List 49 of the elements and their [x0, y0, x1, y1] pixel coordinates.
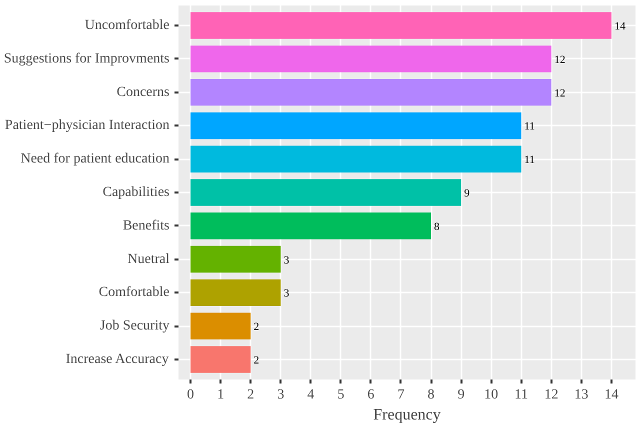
x-tick-label: 8 — [428, 388, 435, 402]
bar — [190, 78, 552, 106]
x-tick-label: 14 — [604, 388, 618, 402]
data-label: 2 — [254, 321, 260, 334]
data-label: 8 — [434, 220, 440, 233]
y-tick-label: Nuetral — [128, 252, 170, 267]
bar — [190, 46, 552, 72]
y-tick-label: Concerns — [116, 84, 170, 100]
data-label: 9 — [464, 188, 470, 200]
x-tick-label: 0 — [187, 388, 194, 402]
x-tick-label: 6 — [367, 388, 374, 402]
x-tick-label: 4 — [307, 388, 314, 402]
y-tick-label: Benefits — [122, 218, 170, 234]
y-tick-label: Patient−physician Interaction — [4, 118, 170, 134]
data-label: 3 — [284, 254, 290, 266]
x-tick-label: 1 — [217, 388, 224, 402]
x-tick-label: 13 — [574, 388, 588, 402]
data-label: 3 — [284, 288, 290, 300]
bar — [190, 12, 612, 39]
data-label: 14 — [614, 20, 626, 33]
bar — [190, 179, 462, 206]
y-tick-label: Comfortable — [98, 285, 170, 300]
y-tick-label: Increase Accuracy — [66, 352, 169, 367]
bar — [190, 112, 522, 140]
y-tick-label: Uncomfortable — [84, 18, 170, 34]
x-tick-label: 2 — [247, 388, 254, 402]
x-tick-label: 3 — [277, 388, 284, 402]
bar — [190, 279, 281, 306]
bar — [190, 246, 281, 273]
x-tick-label: 12 — [544, 388, 558, 402]
x-tick-label: 10 — [484, 388, 498, 402]
bar — [190, 346, 251, 373]
y-tick-label: Need for patient education — [20, 152, 170, 167]
data-label: 12 — [554, 54, 566, 66]
y-tick-label: Capabilities — [102, 185, 170, 200]
x-axis-title: Frequency — [373, 406, 441, 424]
data-label: 11 — [524, 120, 535, 133]
x-tick-label: 7 — [397, 388, 404, 402]
bar — [190, 146, 522, 172]
x-tick-label: 9 — [458, 388, 465, 402]
bar — [190, 212, 432, 240]
data-label: 11 — [524, 154, 535, 166]
y-tick-label: Suggestions for Improvments — [4, 51, 170, 66]
x-tick-label: 5 — [337, 388, 344, 402]
bar — [190, 312, 251, 340]
y-tick-label: Job Security — [100, 318, 170, 334]
x-tick-label: 11 — [514, 388, 528, 402]
data-label: 2 — [254, 354, 260, 366]
data-label: 12 — [554, 87, 566, 100]
